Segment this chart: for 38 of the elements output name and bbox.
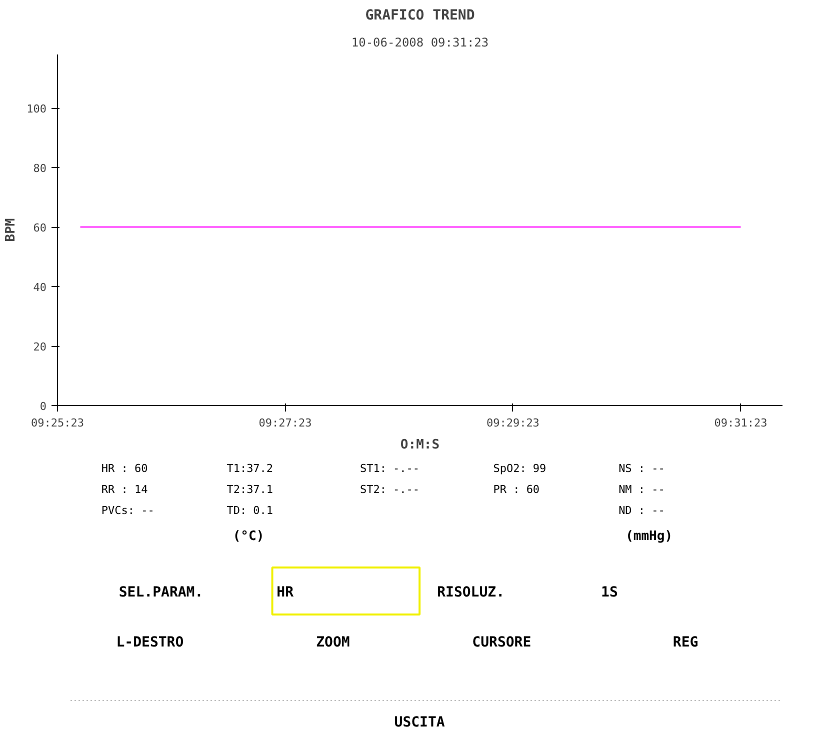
text: T2:37.1 — [226, 483, 274, 496]
text: SEL.PARAM. — [118, 584, 204, 600]
text: REG — [672, 634, 698, 650]
y-tick-label: 40 — [33, 281, 47, 294]
text: HR : 60 — [101, 462, 148, 475]
x-tick-label: 09:27:23 — [258, 416, 312, 430]
chart-subtitle: 10-06-2008 09:31:23 — [351, 36, 489, 50]
x-axis-title: O:M:S — [400, 438, 440, 452]
y-axis-title: BPM — [4, 218, 19, 242]
text: PR : 60 — [493, 483, 540, 496]
text: HR — [276, 584, 294, 600]
text: T1:37.2 — [226, 462, 274, 475]
text: SpO2: 99 — [493, 462, 546, 475]
text: RR : 14 — [101, 483, 148, 496]
text: ZOOM — [316, 634, 350, 650]
y-tick-label: 0 — [40, 400, 46, 413]
text: USCITA — [394, 714, 446, 730]
text: (°C) — [232, 529, 264, 544]
text: L-DESTRO — [116, 634, 184, 650]
text: (mmHg) — [626, 529, 673, 544]
x-tick-label: 09:25:23 — [31, 416, 84, 430]
y-tick-label: 60 — [33, 222, 47, 235]
text: NM : -- — [618, 483, 665, 496]
y-tick-label: 100 — [26, 102, 47, 116]
text: ND : -- — [618, 504, 665, 517]
x-tick-label: 09:31:23 — [714, 416, 768, 430]
text: TD: 0.1 — [226, 504, 274, 517]
y-tick-label: 80 — [33, 162, 47, 176]
text: ST1: -.-- — [360, 462, 420, 475]
text: PVCs: -- — [101, 504, 154, 517]
text: 1S — [601, 584, 618, 600]
x-tick-label: 09:29:23 — [486, 416, 540, 430]
text: NS : -- — [618, 462, 665, 475]
text: ST2: -.-- — [360, 483, 420, 496]
text: RISOLUZ. — [437, 584, 505, 600]
chart-title: GRAFICO TREND — [365, 8, 475, 24]
y-tick-label: 20 — [33, 340, 47, 354]
text: CURSORE — [472, 634, 532, 650]
